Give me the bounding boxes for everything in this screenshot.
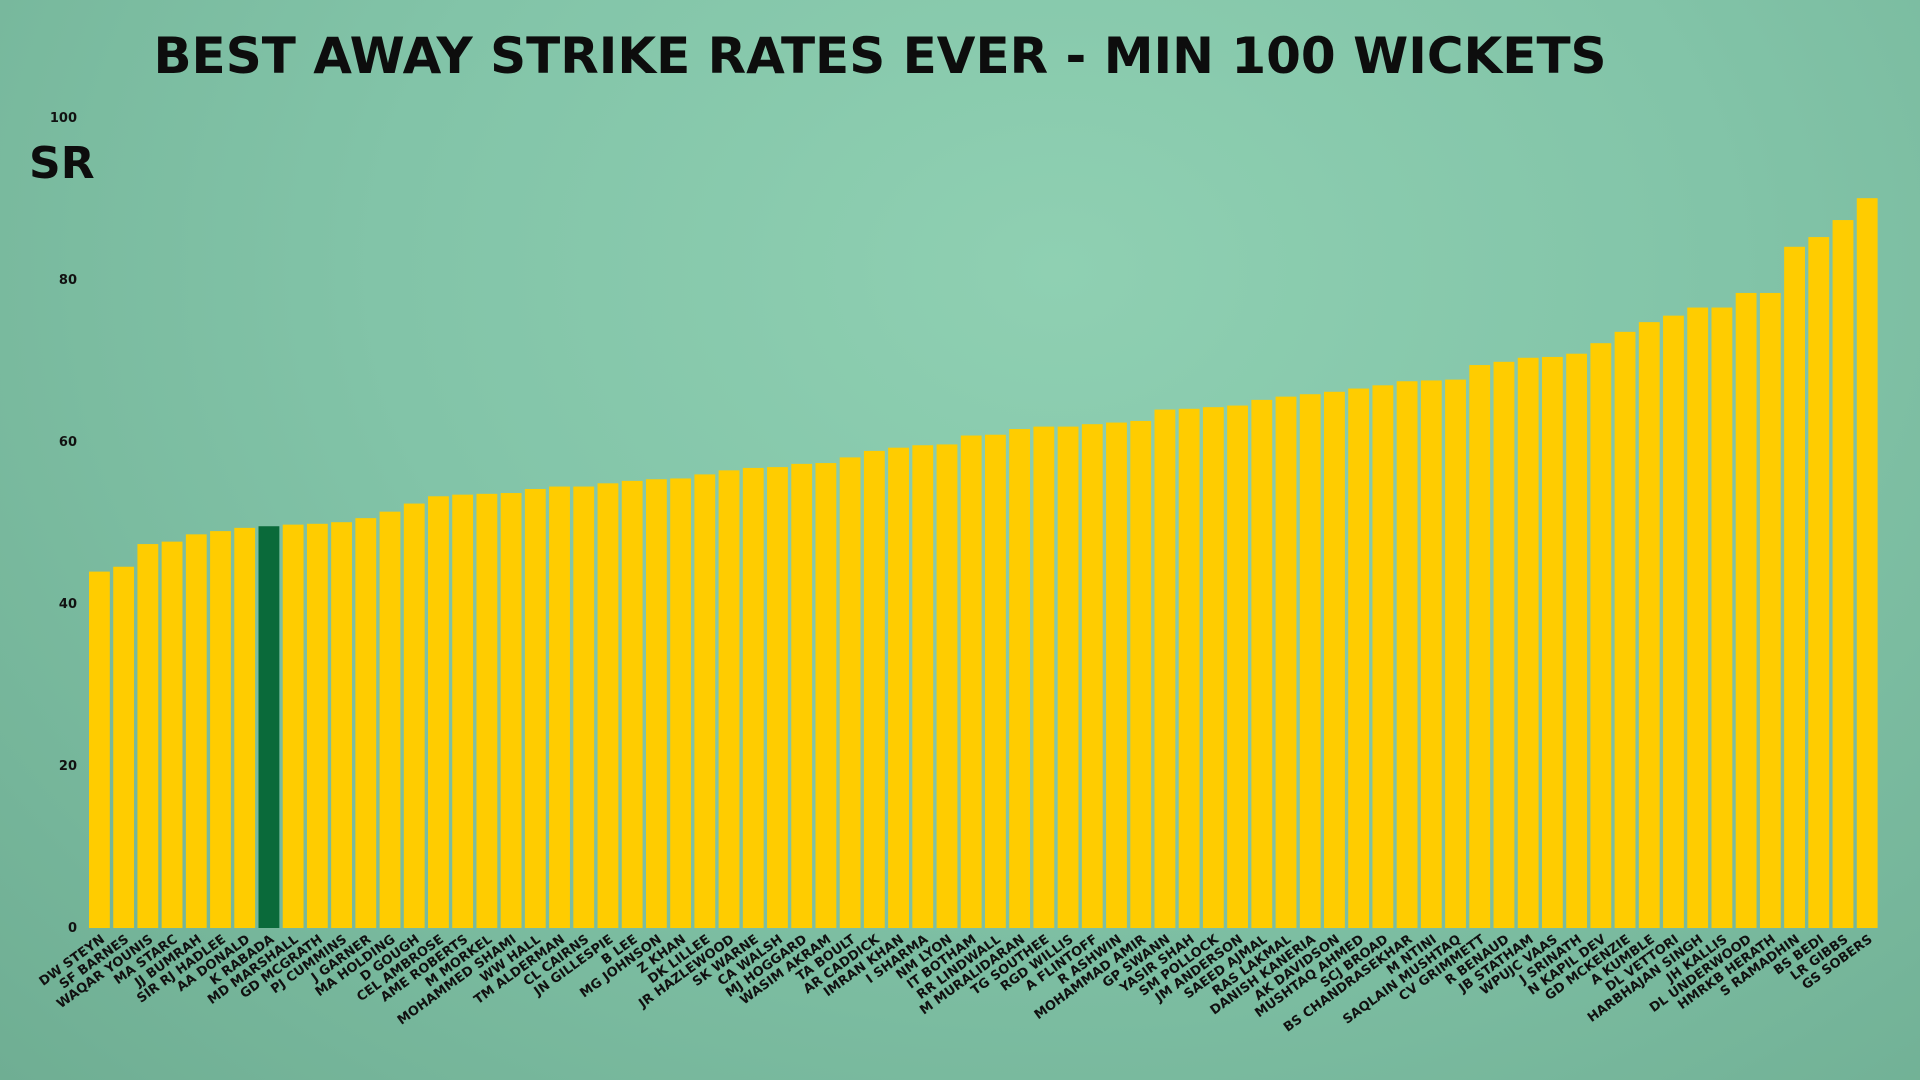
bar bbox=[1033, 426, 1055, 928]
bar bbox=[113, 566, 135, 928]
y-tick-label: 20 bbox=[59, 759, 77, 774]
chart-title: BEST AWAY STRIKE RATES EVER - MIN 100 WI… bbox=[153, 27, 1606, 85]
bar bbox=[137, 544, 159, 928]
bars bbox=[89, 198, 1878, 929]
y-tick-label: 0 bbox=[68, 921, 77, 936]
bar bbox=[1541, 356, 1563, 928]
bar bbox=[1614, 331, 1636, 929]
bar bbox=[355, 518, 377, 928]
bar bbox=[621, 480, 643, 928]
bar bbox=[742, 467, 764, 928]
bar bbox=[912, 445, 934, 928]
bar bbox=[1493, 361, 1515, 928]
bar bbox=[694, 474, 716, 928]
bar bbox=[1396, 381, 1418, 928]
bar bbox=[500, 493, 522, 928]
bar bbox=[428, 496, 449, 928]
bar bbox=[1832, 220, 1854, 928]
bar bbox=[282, 524, 304, 928]
bar bbox=[1687, 307, 1709, 928]
bar bbox=[306, 523, 328, 928]
bar bbox=[1663, 315, 1684, 928]
y-axis-label: SR bbox=[29, 138, 95, 189]
bar bbox=[1348, 388, 1370, 928]
bar bbox=[185, 534, 207, 928]
bar bbox=[863, 450, 885, 928]
bar bbox=[1227, 405, 1248, 928]
bar bbox=[718, 470, 740, 928]
bar bbox=[1638, 322, 1660, 928]
bar bbox=[379, 511, 401, 928]
y-tick-label: 60 bbox=[59, 435, 77, 450]
bar bbox=[1808, 237, 1830, 928]
bar bbox=[573, 486, 595, 928]
bar bbox=[815, 463, 837, 928]
bar bbox=[331, 522, 352, 928]
bar bbox=[476, 493, 498, 928]
bar bbox=[452, 494, 474, 928]
bar bbox=[1372, 385, 1394, 928]
bar bbox=[1856, 198, 1878, 928]
bar bbox=[1009, 429, 1031, 928]
bar bbox=[1299, 394, 1321, 929]
bar bbox=[1590, 343, 1612, 928]
bar bbox=[234, 527, 256, 928]
bar bbox=[888, 447, 909, 928]
bar bbox=[839, 457, 861, 928]
bar bbox=[1154, 409, 1176, 929]
bar bbox=[985, 434, 1006, 928]
bar bbox=[549, 486, 570, 928]
y-tick-label: 40 bbox=[59, 597, 77, 612]
bar bbox=[1202, 407, 1224, 928]
bar bbox=[403, 503, 425, 928]
bar bbox=[1566, 353, 1588, 929]
bar bbox=[1784, 246, 1805, 929]
bar bbox=[1711, 307, 1733, 928]
bar bbox=[1759, 292, 1781, 929]
bar bbox=[1130, 420, 1152, 928]
bar bbox=[645, 479, 667, 928]
bar bbox=[1469, 365, 1491, 928]
bar bbox=[1445, 379, 1466, 928]
y-axis-ticks: 0 20 40 60 80 100 bbox=[50, 111, 77, 936]
bar bbox=[1251, 399, 1273, 928]
bar bbox=[524, 488, 546, 928]
bar bbox=[1420, 380, 1442, 928]
bar bbox=[670, 478, 692, 928]
bar bbox=[1057, 426, 1079, 928]
bar bbox=[1106, 422, 1127, 928]
bar bbox=[1275, 396, 1297, 928]
highlight-bar bbox=[258, 526, 280, 928]
bar bbox=[936, 444, 958, 928]
y-tick-label: 100 bbox=[50, 111, 77, 126]
bar bbox=[1081, 424, 1103, 928]
bar bbox=[1178, 408, 1200, 928]
y-tick-label: 80 bbox=[59, 273, 77, 288]
bar bbox=[210, 531, 231, 928]
bar bbox=[791, 463, 813, 928]
bar bbox=[1517, 357, 1539, 928]
bar bbox=[1735, 292, 1757, 929]
bar bbox=[597, 483, 619, 928]
bar bbox=[767, 467, 788, 928]
bar bbox=[89, 571, 110, 928]
bar bbox=[1324, 391, 1345, 928]
bar bbox=[161, 541, 183, 928]
bar bbox=[960, 435, 982, 928]
